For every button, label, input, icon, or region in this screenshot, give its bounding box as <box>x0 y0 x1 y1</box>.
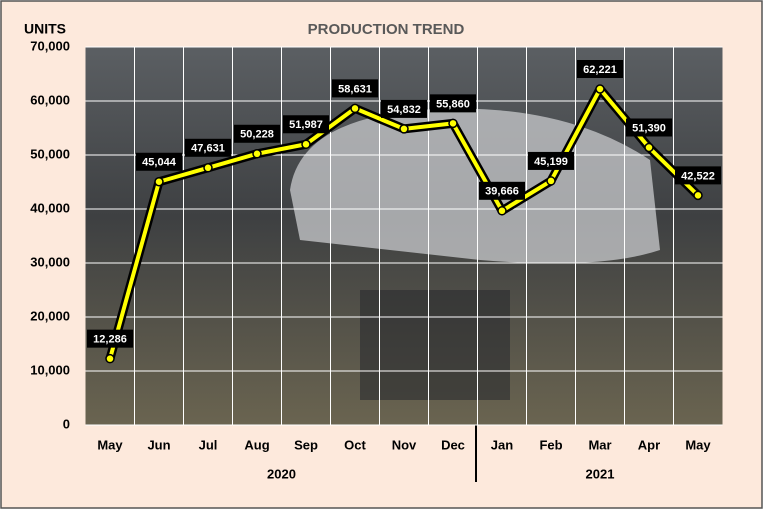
point <box>399 124 409 134</box>
value-label-box <box>234 124 280 143</box>
value-label-box <box>185 138 231 157</box>
x-tick-label: May <box>685 437 711 452</box>
value-label: 55,860 <box>436 98 470 110</box>
x-tick-label: Jun <box>147 437 170 452</box>
x-tick-label: May <box>97 437 123 452</box>
point <box>546 176 556 186</box>
value-label: 45,199 <box>534 156 568 168</box>
point <box>644 142 654 153</box>
x-tick-label: Jul <box>199 437 218 452</box>
value-label-box <box>479 181 525 200</box>
point <box>203 163 213 173</box>
point <box>105 353 115 364</box>
value-label-box <box>430 94 476 113</box>
value-label: 47,631 <box>191 143 225 155</box>
y-tick-label: 20,000 <box>30 308 70 323</box>
y-tick-label: 50,000 <box>30 146 70 161</box>
value-label-box <box>381 99 427 118</box>
x-tick-label: Aug <box>244 437 269 452</box>
value-label-box <box>136 152 182 171</box>
value-label: 62,221 <box>583 64 617 76</box>
value-label: 54,832 <box>387 104 421 116</box>
point <box>154 177 164 187</box>
value-label-box <box>528 151 574 170</box>
value-label: 51,987 <box>289 119 323 131</box>
point <box>595 84 605 94</box>
x-tick-label: Mar <box>588 437 611 452</box>
x-tick-label: Feb <box>539 437 562 452</box>
point <box>448 118 458 129</box>
value-label: 12,286 <box>93 334 127 346</box>
point <box>350 103 360 114</box>
point <box>252 149 262 159</box>
value-label-box <box>332 79 378 98</box>
background-worker <box>360 290 510 400</box>
value-label-box <box>283 115 329 134</box>
year-label: 2021 <box>586 466 615 481</box>
y-tick-label: 10,000 <box>30 362 70 377</box>
x-tick-label: Dec <box>441 437 465 452</box>
point <box>301 139 311 150</box>
year-label: 2020 <box>267 466 296 481</box>
y-tick-label: 30,000 <box>30 254 70 269</box>
y-tick-label: 70,000 <box>30 38 70 53</box>
chart-title: PRODUCTION TREND <box>308 21 465 38</box>
point <box>693 190 703 201</box>
value-label: 39,666 <box>485 186 519 198</box>
x-tick-label: Apr <box>638 437 660 452</box>
x-tick-label: Nov <box>392 437 417 452</box>
value-label-box <box>87 329 133 348</box>
value-label-box <box>626 118 672 137</box>
value-label: 51,390 <box>632 122 666 134</box>
point <box>497 206 507 216</box>
value-label: 50,228 <box>240 129 274 141</box>
value-label: 45,044 <box>142 157 177 169</box>
value-label-box <box>577 60 623 79</box>
y-tick-label: 60,000 <box>30 92 70 107</box>
y-axis-label: UNITS <box>24 21 66 37</box>
value-label: 58,631 <box>338 83 372 95</box>
y-tick-label: 0 <box>63 416 70 431</box>
value-label: 42,522 <box>681 170 715 182</box>
y-tick-label: 40,000 <box>30 200 70 215</box>
value-label-box <box>675 166 721 185</box>
x-tick-label: Jan <box>491 437 513 452</box>
x-tick-label: Oct <box>344 437 366 452</box>
x-tick-label: Sep <box>294 437 318 452</box>
